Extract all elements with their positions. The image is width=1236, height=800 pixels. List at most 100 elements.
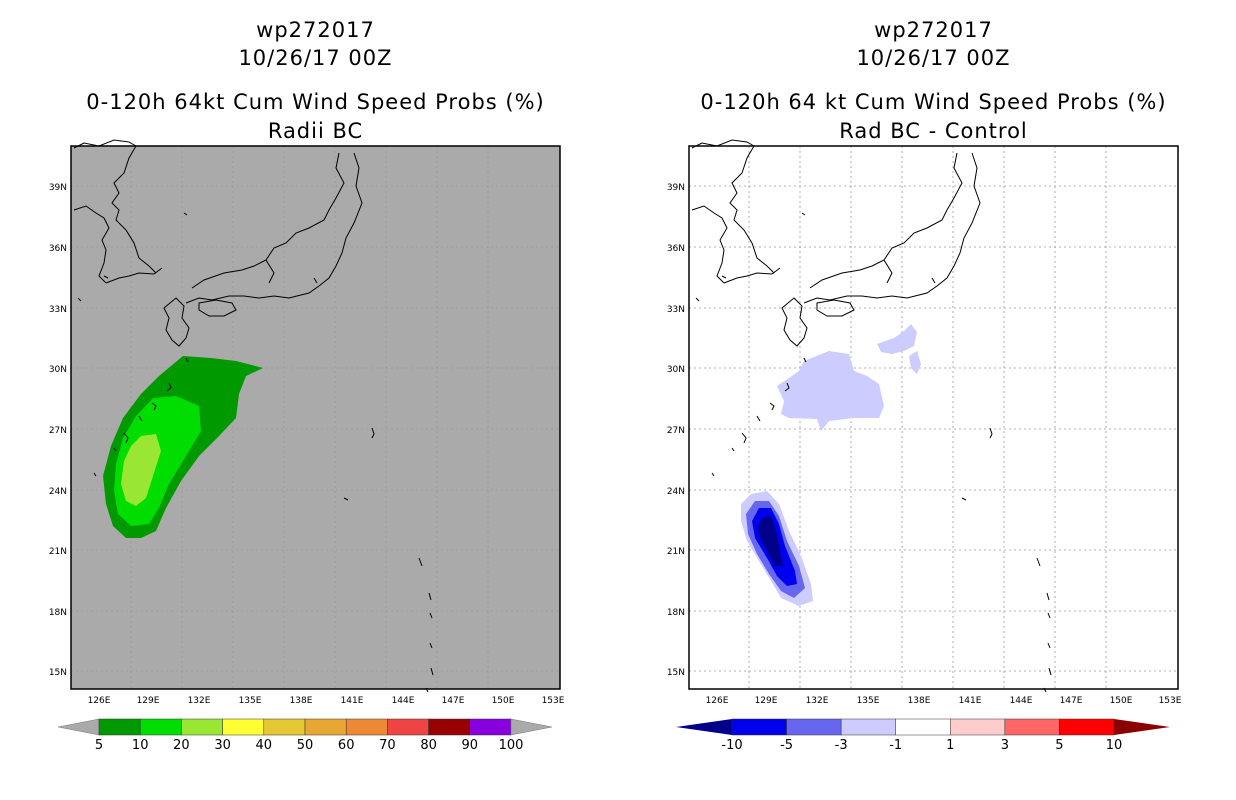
right-lat-label: 39N xyxy=(667,183,685,193)
right-lat-label: 24N xyxy=(667,487,685,497)
right-colorbar-low-arrow xyxy=(676,719,732,735)
left-colorbar-segment xyxy=(304,718,347,736)
right-colorbar-label: 10 xyxy=(1106,738,1123,753)
left-colorbar-segment xyxy=(428,718,471,736)
left-colorbar-segment xyxy=(222,718,265,736)
right-lat-label: 30N xyxy=(667,365,685,375)
left-lat-label: 21N xyxy=(49,547,67,557)
left-colorbar-label: 30 xyxy=(214,738,231,753)
right-lon-label: 132E xyxy=(806,696,829,706)
left-colorbar-label: 10 xyxy=(132,738,149,753)
right-contour-minus1-b xyxy=(877,324,917,354)
right-colorbar-segment xyxy=(786,718,842,736)
right-map-panel xyxy=(688,139,1179,693)
left-colorbar-label: 40 xyxy=(256,738,273,753)
right-lat-label: 27N xyxy=(667,426,685,436)
left-colorbar-label: 5 xyxy=(95,738,103,753)
left-lon-label: 153E xyxy=(542,696,565,706)
right-map-frame xyxy=(688,145,1179,690)
right-lat-axis: 39N 36N 33N 30N 27N 24N 21N 18N 15N xyxy=(667,183,685,678)
right-lon-axis: 126E 129E 132E 135E 138E 141E 144E 147E … xyxy=(706,696,1182,706)
left-colorbar-label: 80 xyxy=(420,738,437,753)
right-colorbar-segments xyxy=(731,718,1115,736)
right-colorbar: -10 -5 -3 -1 1 3 5 10 xyxy=(676,718,1170,753)
left-map-frame xyxy=(70,145,561,690)
left-colorbar: 5 10 20 30 40 50 60 70 80 90 100 xyxy=(57,718,553,753)
right-colorbar-segment xyxy=(895,718,951,736)
left-lon-axis: 126E 129E 132E 135E 138E 141E 144E 147E … xyxy=(88,696,565,706)
left-title-datetime: 10/26/17 00Z xyxy=(238,46,393,70)
left-colorbar-segments xyxy=(98,718,512,736)
right-colorbar-label: 5 xyxy=(1055,738,1063,753)
right-colorbar-segment xyxy=(950,718,1006,736)
left-lat-label: 30N xyxy=(49,365,67,375)
right-lon-label: 129E xyxy=(755,696,778,706)
left-lat-axis: 39N 36N 33N 30N 27N 24N 21N 18N 15N xyxy=(49,183,67,678)
left-lon-label: 141E xyxy=(341,696,364,706)
left-colorbar-label: 90 xyxy=(462,738,479,753)
left-lon-label: 147E xyxy=(442,696,465,706)
right-colorbar-segment xyxy=(731,718,787,736)
right-title-storm-id: wp272017 xyxy=(874,18,993,42)
left-colorbar-segment xyxy=(139,718,182,736)
left-colorbar-label: 20 xyxy=(173,738,190,753)
left-lon-label: 150E xyxy=(492,696,515,706)
left-lat-label: 27N xyxy=(49,426,67,436)
right-lon-label: 138E xyxy=(908,696,931,706)
right-title-product: 0-120h 64 kt Cum Wind Speed Probs (%) xyxy=(700,90,1167,114)
right-lon-label: 126E xyxy=(706,696,729,706)
right-lon-label: 141E xyxy=(959,696,982,706)
right-lat-label: 15N xyxy=(667,668,685,678)
right-lat-label: 33N xyxy=(667,305,685,315)
right-colorbar-segment xyxy=(1059,718,1115,736)
right-title-datetime: 10/26/17 00Z xyxy=(856,46,1011,70)
right-map-background xyxy=(689,146,1178,689)
right-lon-label: 144E xyxy=(1010,696,1033,706)
right-colorbar-high-arrow xyxy=(1114,719,1170,735)
right-lat-label: 21N xyxy=(667,547,685,557)
left-colorbar-segment xyxy=(345,718,388,736)
right-lon-label: 150E xyxy=(1110,696,1133,706)
left-lon-label: 138E xyxy=(290,696,313,706)
left-lon-label: 135E xyxy=(239,696,262,706)
left-lon-label: 132E xyxy=(188,696,211,706)
right-lon-label: 147E xyxy=(1060,696,1083,706)
right-contour-minus1-c xyxy=(909,351,921,374)
right-colorbar-segment xyxy=(1004,718,1060,736)
left-colorbar-segment xyxy=(181,718,223,736)
left-lat-label: 18N xyxy=(49,608,67,618)
right-colorbar-label: -1 xyxy=(889,738,902,753)
left-lon-label: 144E xyxy=(392,696,415,706)
right-lat-label: 36N xyxy=(667,244,685,254)
right-contour-minus1 xyxy=(777,351,884,431)
right-colorbar-labels: -10 -5 -3 -1 1 3 5 10 xyxy=(721,738,1122,753)
left-lat-label: 15N xyxy=(49,668,67,678)
right-colorbar-label: 1 xyxy=(946,738,954,753)
left-colorbar-label: 50 xyxy=(297,738,314,753)
left-lat-label: 36N xyxy=(49,244,67,254)
left-title-product: 0-120h 64kt Cum Wind Speed Probs (%) xyxy=(86,90,545,114)
right-contour-minus10 xyxy=(758,516,783,566)
left-colorbar-high-arrow xyxy=(510,718,553,736)
left-lon-label: 129E xyxy=(137,696,160,706)
left-lat-label: 24N xyxy=(49,487,67,497)
right-colorbar-segment xyxy=(840,718,896,736)
left-colorbar-label: 60 xyxy=(338,738,355,753)
left-title-subtitle: Radii BC xyxy=(267,119,364,143)
left-title-storm-id: wp272017 xyxy=(256,18,375,42)
left-colorbar-segment xyxy=(469,718,512,736)
left-lat-label: 33N xyxy=(49,305,67,315)
right-lat-label: 18N xyxy=(667,608,685,618)
right-colorbar-label: 3 xyxy=(1001,738,1009,753)
right-colorbar-label: -5 xyxy=(780,738,793,753)
left-colorbar-low-arrow xyxy=(57,718,100,736)
left-colorbar-segment xyxy=(263,718,306,736)
right-title-subtitle: Rad BC - Control xyxy=(839,119,1028,143)
right-colorbar-label: -3 xyxy=(835,738,848,753)
left-map-panel xyxy=(70,139,561,693)
right-lon-label: 153E xyxy=(1159,696,1182,706)
right-colorbar-label: -10 xyxy=(721,738,742,753)
left-lat-label: 39N xyxy=(49,183,67,193)
left-colorbar-label: 70 xyxy=(379,738,396,753)
